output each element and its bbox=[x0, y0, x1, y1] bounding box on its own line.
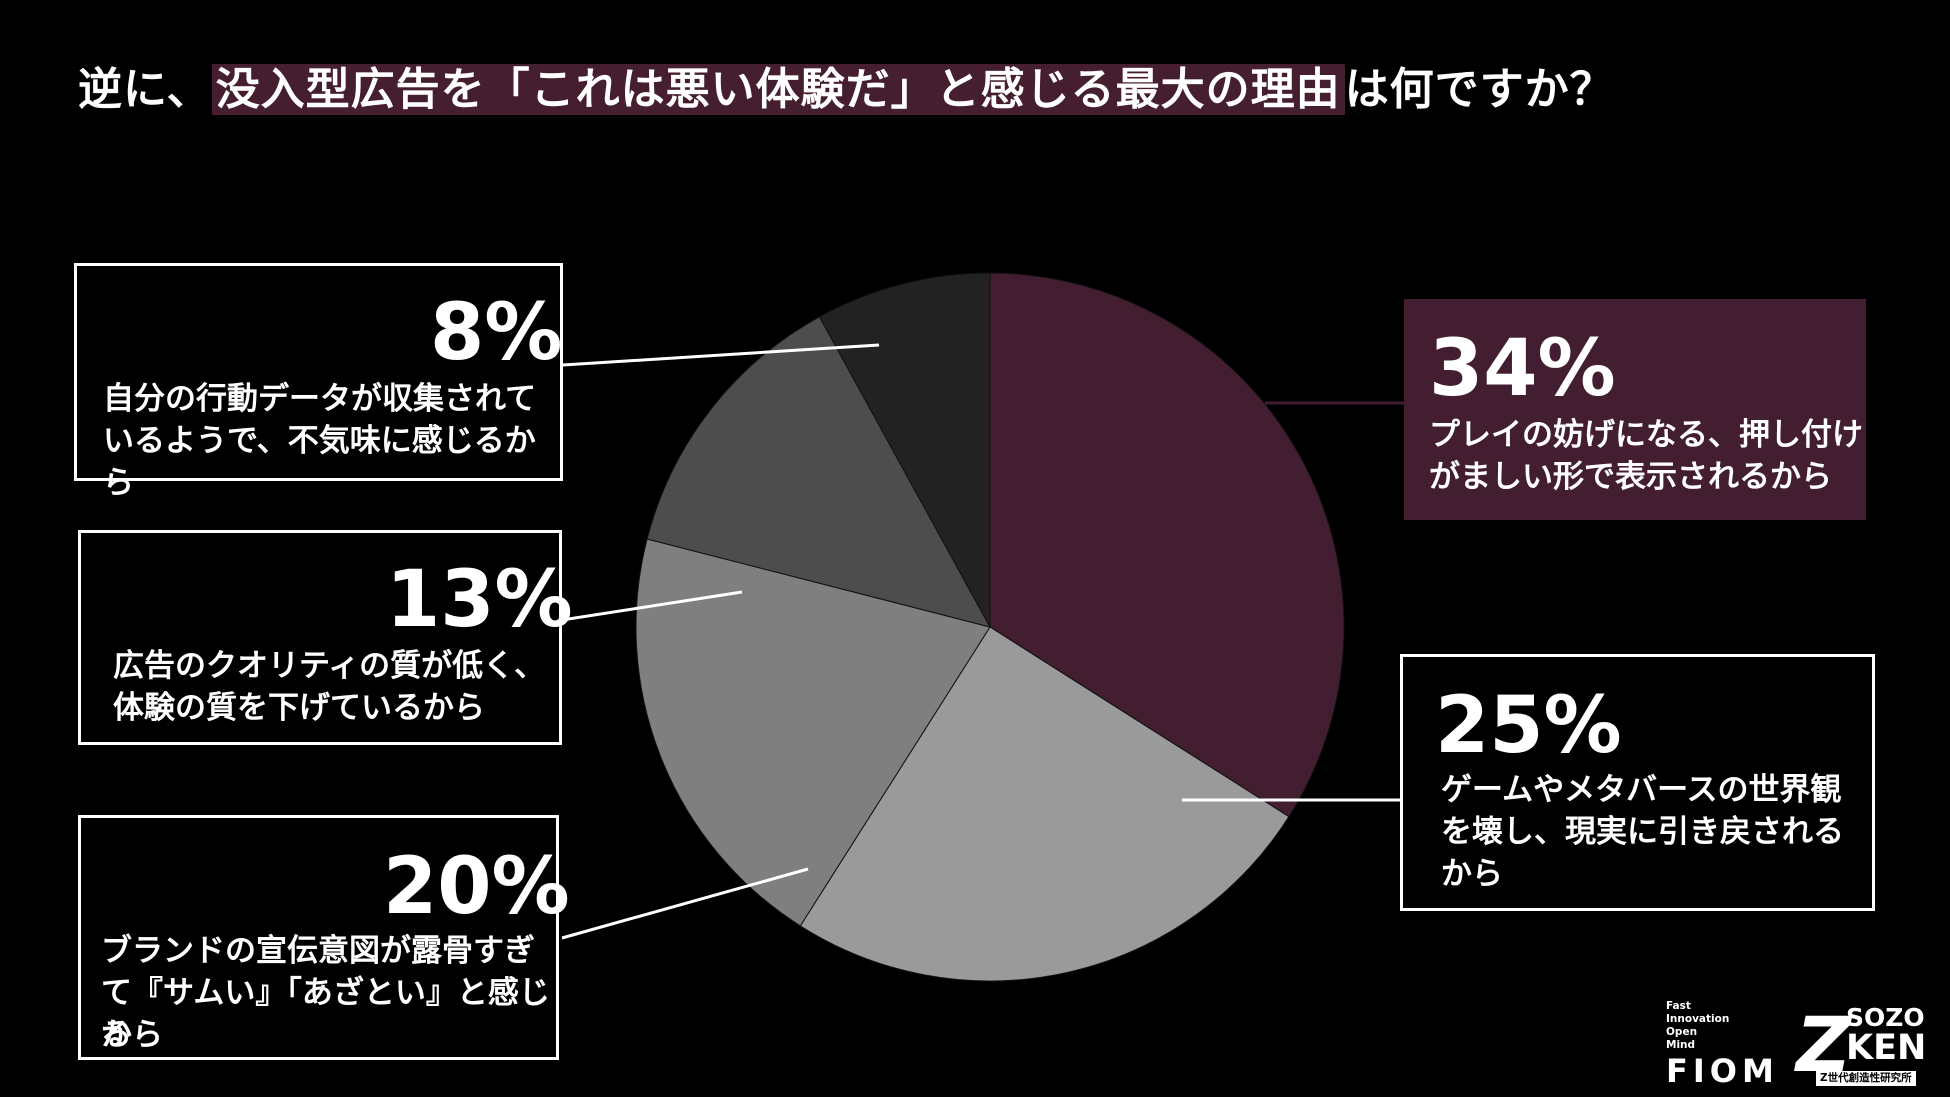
slice-desc-line: プレイの妨げになる、押し付け bbox=[1429, 417, 1863, 453]
title-prefix: 逆に、 bbox=[78, 64, 212, 115]
slice-percent-label: 34% bbox=[1429, 324, 1616, 414]
slice-desc-line: から bbox=[101, 1017, 163, 1053]
fiom-word: Innovation bbox=[1666, 1013, 1730, 1025]
pie-slice-20 bbox=[635, 538, 991, 927]
pie-slice-8 bbox=[818, 272, 991, 628]
zken-sozo: SOZO bbox=[1846, 1003, 1925, 1032]
leader-line bbox=[561, 867, 809, 940]
label-box-25: 25% ゲームやメタバースの世界観 を壊し、現実に引き戻される から bbox=[1400, 654, 1875, 911]
fiom-word: Fast bbox=[1666, 1000, 1691, 1012]
pie-slice-34 bbox=[989, 272, 1345, 818]
fiom-wordmark: FIOM bbox=[1666, 1052, 1779, 1090]
fiom-word: Mind bbox=[1666, 1039, 1696, 1051]
fiom-logo: Fast Innovation Open Mind FIOM bbox=[1666, 1000, 1786, 1090]
slice-desc-line: 広告のクオリティの質が低く、 bbox=[113, 648, 546, 684]
zken-subtitle: Z世代創造性研究所 bbox=[1816, 1071, 1916, 1086]
slice-desc-line: 自分の行動データが収集されて bbox=[103, 381, 537, 417]
slice-desc-line: がましい形で表示されるから bbox=[1429, 459, 1832, 495]
label-box-20: 20% ブランドの宣伝意図が露骨すぎ て『サムい』「あざとい』と感じる から bbox=[78, 815, 570, 1060]
label-box-34: 34% プレイの妨げになる、押し付け がましい形で表示されるから bbox=[1404, 299, 1866, 520]
slice-percent-label: 25% bbox=[1435, 681, 1622, 771]
slice-desc-line: いるようで、不気味に感じるから bbox=[103, 423, 536, 501]
chart-title: 逆に、没入型広告を「これは悪い体験だ」と感じる最大の理由は何ですか？ bbox=[78, 58, 1615, 122]
label-box-8: 8% 自分の行動データが収集されて いるようで、不気味に感じるから bbox=[74, 263, 563, 501]
fiom-word: Open bbox=[1666, 1026, 1698, 1038]
title-suffix: は何ですか？ bbox=[1344, 64, 1615, 115]
slice-percent-label: 13% bbox=[386, 555, 573, 645]
slice-desc-line: て『サムい』「あざとい』と感じる bbox=[101, 975, 550, 1053]
slice-desc-line: ゲームやメタバースの世界観 bbox=[1441, 772, 1842, 808]
zken-z-mark: Z bbox=[1796, 1000, 1852, 1089]
label-box-13: 13% 広告のクオリティの質が低く、 体験の質を下げているから bbox=[78, 530, 573, 745]
title-highlight: 没入型広告を「これは悪い体験だ」と感じる最大の理由 bbox=[211, 64, 1345, 115]
pie-slice-13 bbox=[646, 316, 991, 628]
slice-desc-line: ブランドの宣伝意図が露骨すぎ bbox=[101, 933, 535, 969]
slice-desc-line: から bbox=[1441, 856, 1503, 892]
zken-ken: KEN bbox=[1846, 1028, 1927, 1068]
slice-desc-line: を壊し、現実に引き戻される bbox=[1441, 814, 1844, 850]
slice-percent-label: 8% bbox=[430, 288, 563, 378]
slice-percent-label: 20% bbox=[383, 842, 570, 932]
pie-slice-25 bbox=[799, 626, 1290, 982]
slice-desc-line: 体験の質を下げているから bbox=[113, 690, 485, 726]
sozoken-logo: Z SOZO KEN Z世代創造性研究所 bbox=[1796, 1000, 1926, 1090]
leader-line bbox=[562, 343, 880, 367]
leader-line bbox=[561, 590, 743, 622]
